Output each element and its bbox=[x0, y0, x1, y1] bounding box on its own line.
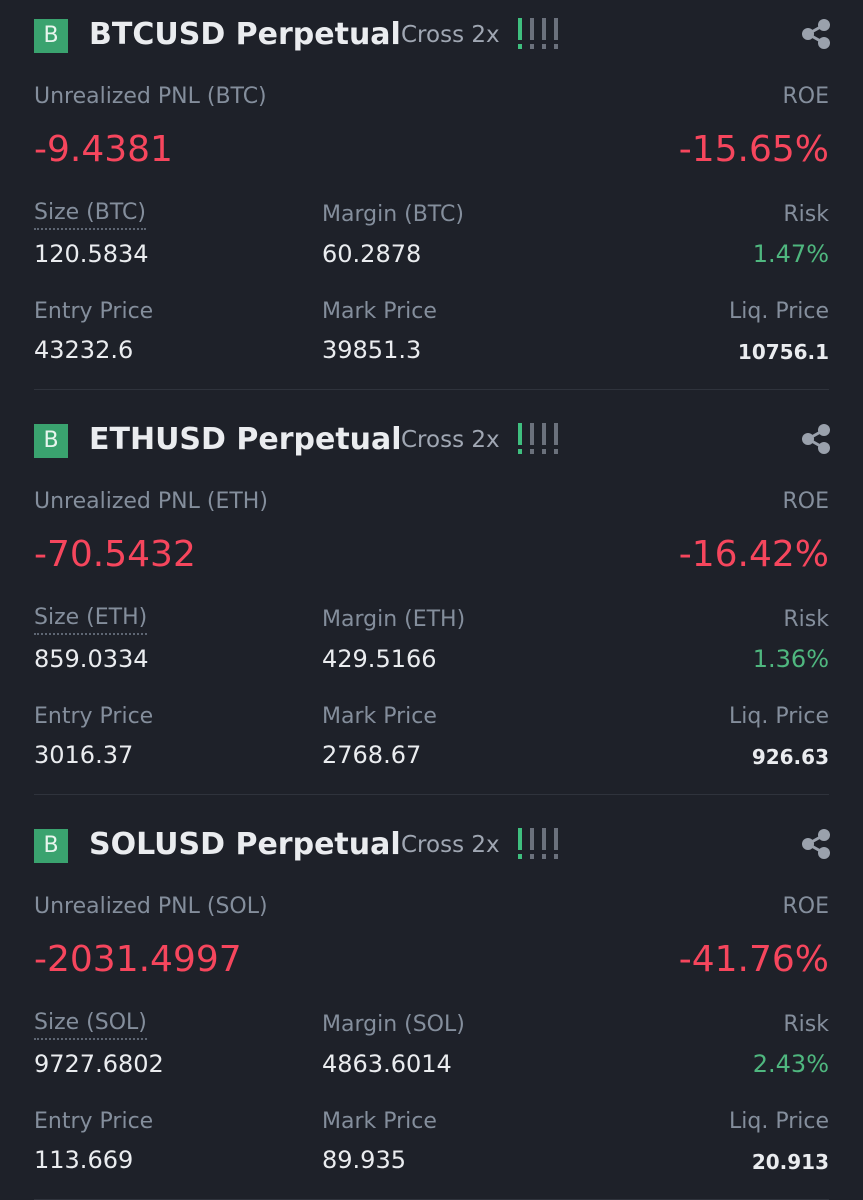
entry-label: Entry Price bbox=[34, 704, 154, 729]
risk-bar bbox=[530, 18, 534, 40]
margin-label: Margin (BTC) bbox=[322, 202, 464, 227]
risk-label: Risk bbox=[783, 1012, 829, 1037]
risk-label: Risk bbox=[783, 202, 829, 227]
entry-value: 113.669 bbox=[34, 1146, 134, 1174]
risk-bar bbox=[518, 18, 522, 40]
size-value: 120.5834 bbox=[34, 240, 149, 268]
risk-dot bbox=[542, 44, 546, 49]
risk-bar bbox=[554, 828, 558, 850]
side-badge: B bbox=[34, 19, 68, 53]
side-badge: B bbox=[34, 424, 68, 458]
pnl-label: Unrealized PNL (BTC) bbox=[34, 84, 267, 109]
margin-value: 60.2878 bbox=[322, 240, 422, 268]
entry-label: Entry Price bbox=[34, 299, 154, 324]
risk-dot bbox=[554, 854, 558, 859]
risk-value: 1.36% bbox=[752, 645, 829, 673]
liq-value: 20.913 bbox=[751, 1150, 829, 1174]
risk-value: 1.47% bbox=[752, 240, 829, 268]
risk-dot bbox=[554, 449, 558, 454]
side-badge: B bbox=[34, 829, 68, 863]
pnl-label: Unrealized PNL (ETH) bbox=[34, 489, 268, 514]
risk-dot bbox=[554, 44, 558, 49]
entry-label: Entry Price bbox=[34, 1109, 154, 1134]
mark-value: 39851.3 bbox=[322, 336, 422, 364]
margin-label: Margin (ETH) bbox=[322, 607, 466, 632]
risk-dot bbox=[542, 449, 546, 454]
pnl-value: -9.4381 bbox=[34, 129, 173, 170]
risk-dot bbox=[518, 449, 522, 454]
size-value: 859.0334 bbox=[34, 645, 149, 673]
risk-bar bbox=[518, 828, 522, 850]
mark-label: Mark Price bbox=[322, 299, 437, 324]
roe-value: -16.42% bbox=[678, 534, 829, 575]
margin-mode: Cross 2x bbox=[401, 22, 500, 48]
liq-label: Liq. Price bbox=[729, 704, 829, 729]
risk-bar bbox=[554, 18, 558, 40]
margin-value: 4863.6014 bbox=[322, 1050, 452, 1078]
entry-value: 3016.37 bbox=[34, 741, 134, 769]
share-button[interactable] bbox=[800, 18, 832, 50]
liq-value: 10756.1 bbox=[737, 340, 829, 364]
risk-bar bbox=[542, 423, 546, 445]
roe-label: ROE bbox=[782, 894, 829, 919]
risk-bar bbox=[530, 423, 534, 445]
liq-value: 926.63 bbox=[751, 745, 829, 769]
risk-bar bbox=[530, 828, 534, 850]
mark-label: Mark Price bbox=[322, 1109, 437, 1134]
liq-label: Liq. Price bbox=[729, 299, 829, 324]
risk-dot bbox=[530, 44, 534, 49]
pnl-label: Unrealized PNL (SOL) bbox=[34, 894, 268, 919]
pnl-value: -70.5432 bbox=[34, 534, 196, 575]
size-label: Size (ETH) bbox=[34, 605, 148, 635]
liq-label: Liq. Price bbox=[729, 1109, 829, 1134]
roe-value: -41.76% bbox=[678, 939, 829, 980]
risk-dot bbox=[530, 449, 534, 454]
entry-value: 43232.6 bbox=[34, 336, 134, 364]
roe-value: -15.65% bbox=[678, 129, 829, 170]
mark-value: 89.935 bbox=[322, 1146, 406, 1174]
risk-dot bbox=[542, 854, 546, 859]
margin-mode: Cross 2x bbox=[401, 427, 500, 453]
pnl-value: -2031.4997 bbox=[34, 939, 242, 980]
symbol: ETHUSD Perpetual bbox=[89, 422, 402, 457]
roe-label: ROE bbox=[782, 489, 829, 514]
share-icon bbox=[802, 829, 830, 859]
size-label: Size (BTC) bbox=[34, 200, 146, 230]
margin-value: 429.5166 bbox=[322, 645, 437, 673]
risk-bar bbox=[542, 828, 546, 850]
divider bbox=[34, 389, 829, 390]
size-label: Size (SOL) bbox=[34, 1010, 147, 1040]
share-button[interactable] bbox=[800, 423, 832, 455]
symbol: SOLUSD Perpetual bbox=[89, 827, 401, 862]
mark-value: 2768.67 bbox=[322, 741, 422, 769]
risk-dot bbox=[518, 854, 522, 859]
roe-label: ROE bbox=[782, 84, 829, 109]
risk-dot bbox=[530, 854, 534, 859]
share-icon bbox=[802, 424, 830, 454]
risk-dot bbox=[518, 44, 522, 49]
risk-label: Risk bbox=[783, 607, 829, 632]
risk-value: 2.43% bbox=[752, 1050, 829, 1078]
divider bbox=[34, 794, 829, 795]
margin-mode: Cross 2x bbox=[401, 832, 500, 858]
risk-bar bbox=[518, 423, 522, 445]
share-icon bbox=[802, 19, 830, 49]
risk-bar bbox=[542, 18, 546, 40]
risk-bar bbox=[554, 423, 558, 445]
mark-label: Mark Price bbox=[322, 704, 437, 729]
margin-label: Margin (SOL) bbox=[322, 1012, 465, 1037]
symbol: BTCUSD Perpetual bbox=[89, 17, 401, 52]
share-button[interactable] bbox=[800, 828, 832, 860]
size-value: 9727.6802 bbox=[34, 1050, 164, 1078]
